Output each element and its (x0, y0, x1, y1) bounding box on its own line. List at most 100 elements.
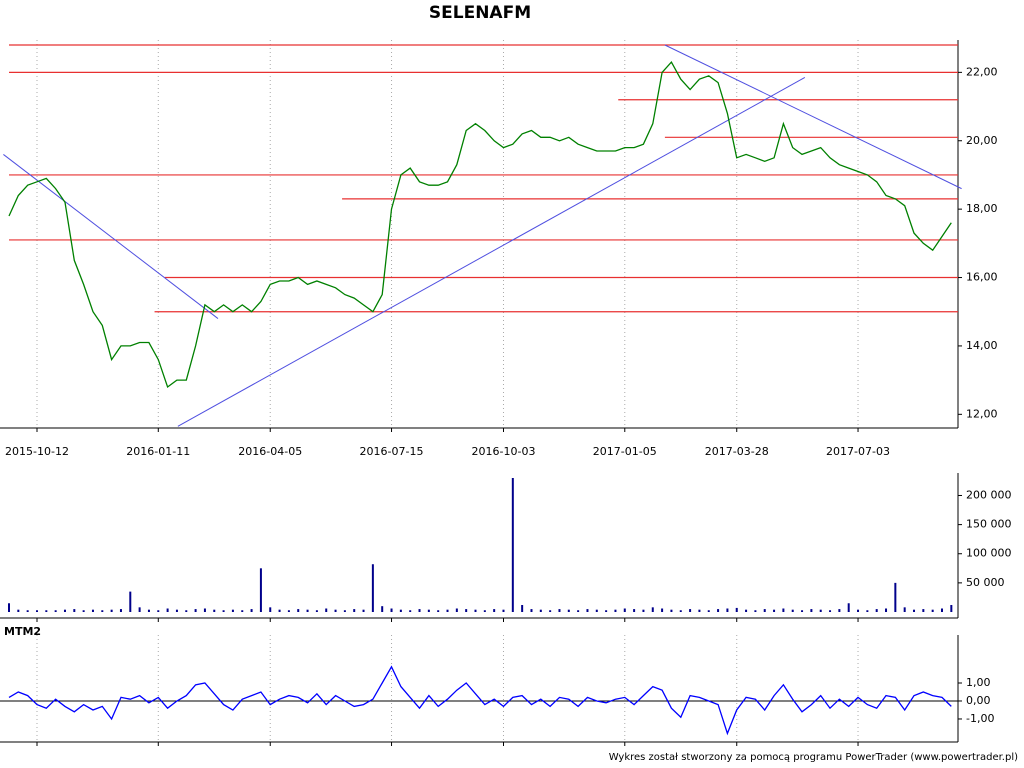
series-line (8, 60, 952, 389)
bar (651, 607, 654, 612)
bar (549, 610, 552, 612)
bar (539, 609, 542, 612)
trend-line (177, 77, 806, 427)
bar (334, 609, 337, 612)
bar (166, 608, 169, 612)
bar (325, 608, 328, 612)
bar (763, 609, 766, 612)
x-tick-label: 2017-07-03 (826, 445, 890, 458)
footer: Wykres został stworzony za pomocą progra… (609, 752, 1018, 763)
panel-title: MTM2 (4, 625, 41, 638)
bar (577, 610, 580, 612)
bar (661, 608, 664, 612)
bar (269, 607, 272, 612)
bar (679, 610, 682, 612)
x-tick-label: 2016-10-03 (472, 445, 536, 458)
bar (717, 609, 720, 612)
bar (17, 609, 20, 612)
series-line (8, 665, 952, 736)
bar (129, 591, 132, 612)
bar (119, 609, 122, 612)
bar (866, 610, 869, 612)
bar (427, 609, 430, 612)
bar (306, 609, 309, 612)
trend-line (664, 44, 962, 190)
x-tick-label: 2016-07-15 (360, 445, 424, 458)
y-tick-label: 200 000 (966, 488, 1012, 501)
bar (829, 610, 832, 612)
bar (857, 609, 860, 612)
bar (465, 609, 468, 612)
bar (894, 582, 897, 612)
bar (91, 609, 94, 612)
bar (801, 610, 804, 612)
bar (875, 609, 878, 612)
bar (446, 609, 449, 612)
bar (82, 610, 85, 612)
y-tick-label: 50 000 (966, 576, 1005, 589)
bar (399, 609, 402, 612)
bar (689, 609, 692, 612)
bar (343, 610, 346, 612)
bar (521, 605, 524, 612)
bar (110, 609, 113, 612)
x-tick-label: 2016-01-11 (126, 445, 190, 458)
x-tick-label: 2017-03-28 (705, 445, 769, 458)
y-tick-label: 20,00 (966, 134, 998, 147)
bar (222, 610, 225, 612)
x-tick-label: 2017-01-05 (593, 445, 657, 458)
bar (287, 610, 290, 612)
bar (791, 609, 794, 612)
bar (418, 609, 421, 612)
bar (381, 606, 384, 612)
bar (885, 608, 888, 612)
y-tick-label: 16,00 (966, 271, 998, 284)
bar (315, 610, 318, 612)
bar (26, 610, 29, 612)
bar (754, 610, 757, 612)
bar (297, 609, 300, 612)
bar (773, 609, 776, 612)
bar (819, 609, 822, 612)
chart-title: SELENAFM (429, 3, 531, 23)
bar (278, 609, 281, 612)
trend-line (3, 154, 219, 319)
bar (567, 609, 570, 612)
bar (642, 609, 645, 612)
bar (157, 610, 160, 612)
bar (913, 609, 916, 612)
bar (213, 609, 216, 612)
bar (138, 607, 141, 612)
bar (847, 603, 850, 612)
bar (147, 609, 150, 612)
bar (483, 610, 486, 612)
bar (101, 610, 104, 612)
bar (259, 568, 262, 612)
x-tick-label: 2016-04-05 (238, 445, 302, 458)
y-tick-label: 1,00 (966, 676, 991, 689)
bar (614, 609, 617, 612)
x-tick-label: 2015-10-12 (5, 445, 69, 458)
bar (362, 609, 365, 612)
bar (810, 609, 813, 612)
bar (250, 609, 253, 612)
y-tick-label: 14,00 (966, 339, 998, 352)
bar (437, 610, 440, 612)
bar (931, 609, 934, 612)
bar (595, 609, 598, 612)
bar (950, 605, 953, 612)
bar (390, 608, 393, 612)
bar (745, 609, 748, 612)
bar (707, 610, 710, 612)
bar (530, 609, 533, 612)
bar (735, 607, 738, 612)
bar (185, 610, 188, 612)
y-tick-label: 18,00 (966, 202, 998, 215)
bar (63, 609, 66, 612)
bar (698, 609, 701, 612)
y-tick-label: 22,00 (966, 65, 998, 78)
bar (175, 609, 178, 612)
bar (623, 608, 626, 612)
y-tick-label: -1,00 (966, 712, 994, 725)
bar (73, 609, 76, 612)
